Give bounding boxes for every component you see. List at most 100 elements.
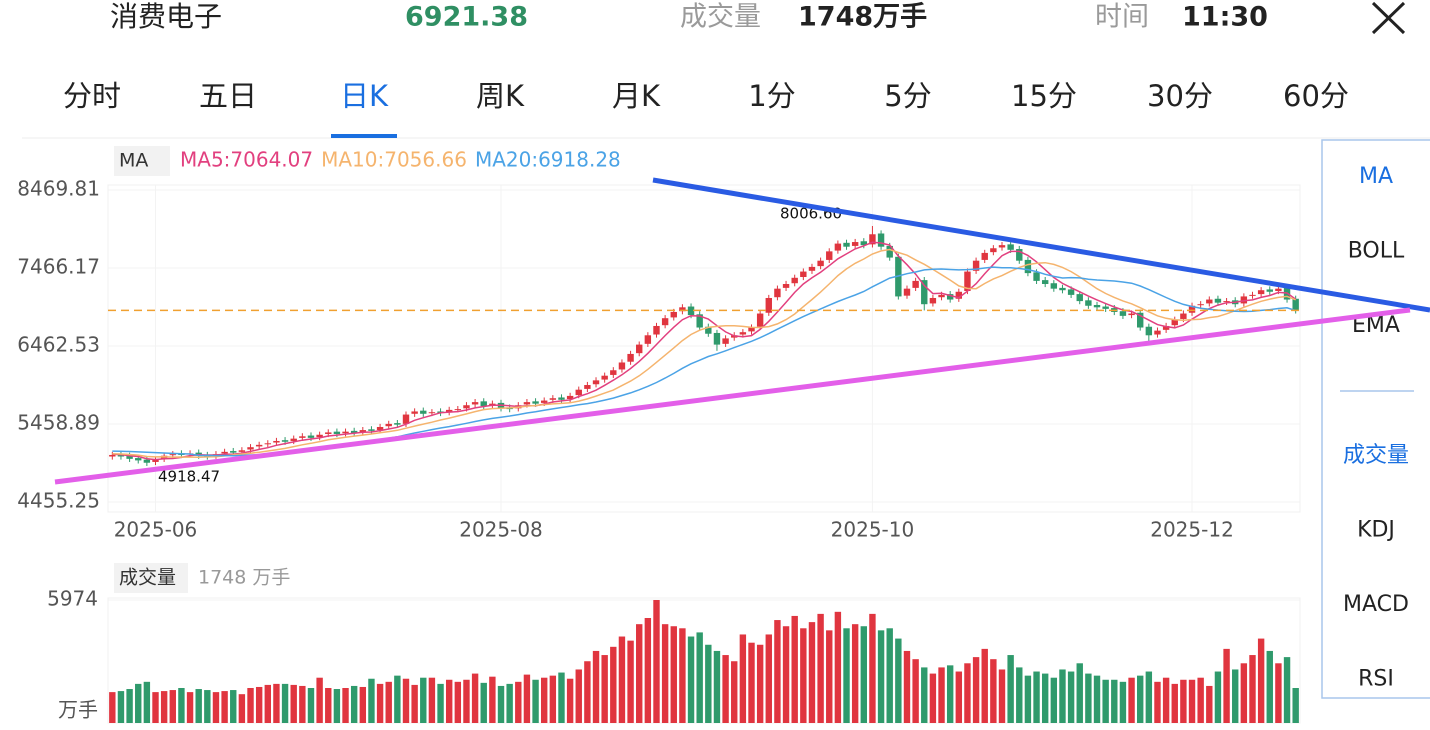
- candle-body: [782, 284, 790, 288]
- candle-body: [1050, 283, 1058, 289]
- volume-bar: [1093, 675, 1101, 723]
- candle-body: [230, 451, 237, 453]
- candle-body: [877, 233, 885, 247]
- price-plot-frame: [107, 184, 1301, 513]
- volume-bar: [532, 679, 539, 723]
- candle-body: [1128, 313, 1135, 316]
- tab[interactable]: 周K: [476, 79, 525, 113]
- volume-bar: [299, 685, 306, 723]
- volume-bar: [143, 681, 151, 723]
- volume-bar: [705, 644, 712, 723]
- volume-bar: [394, 675, 401, 723]
- volume-bar: [739, 634, 747, 723]
- volume-bar: [506, 683, 513, 723]
- volume-bar: [420, 677, 427, 723]
- tab[interactable]: 五日: [199, 79, 257, 113]
- candle-body: [774, 288, 781, 298]
- volume-bar: [454, 681, 462, 723]
- candle-body: [1197, 304, 1204, 306]
- volume-bar: [1041, 673, 1049, 723]
- indicator-option[interactable]: 成交量: [1343, 443, 1409, 468]
- volume-bar: [817, 613, 824, 723]
- candle-body: [687, 306, 695, 316]
- volume-bar: [791, 615, 798, 723]
- volume-bar: [230, 690, 237, 723]
- candle-body: [1154, 330, 1161, 335]
- volume-bar: [575, 669, 582, 723]
- candle-body: [903, 288, 911, 296]
- legend-entry: MA20:6918.28: [475, 148, 621, 172]
- tab[interactable]: 分时: [63, 79, 121, 113]
- close-button[interactable]: [1371, 1, 1406, 35]
- y-tick-label: 7466.17: [17, 254, 100, 278]
- candle-body: [1016, 249, 1023, 261]
- volume-bar: [661, 624, 669, 723]
- indicator-option[interactable]: MACD: [1343, 592, 1409, 617]
- indicator-option[interactable]: RSI: [1358, 667, 1394, 692]
- candle-body: [1214, 298, 1222, 303]
- volume-bar: [204, 690, 211, 723]
- tab[interactable]: 日K: [340, 79, 389, 113]
- volume-bar: [851, 624, 859, 723]
- volume-bar: [696, 632, 703, 723]
- tab[interactable]: 月K: [612, 79, 661, 113]
- tab[interactable]: 5分: [884, 79, 931, 113]
- volume-bar: [800, 628, 807, 723]
- indicator-option[interactable]: KDJ: [1357, 518, 1395, 543]
- indicator-option[interactable]: BOLL: [1348, 239, 1405, 264]
- tab[interactable]: 1分: [748, 79, 795, 113]
- volume-bar: [212, 692, 220, 723]
- volume-bar: [566, 678, 574, 723]
- volume-bar: [549, 675, 557, 723]
- candle-body: [333, 431, 341, 434]
- volume-bar: [687, 636, 695, 723]
- volume-bar: [1085, 673, 1092, 723]
- x-tick-label: 2025-10: [831, 518, 915, 542]
- candle-body: [834, 243, 842, 251]
- volume-bar: [316, 677, 323, 723]
- trend-line: [652, 177, 1430, 313]
- candle-body: [998, 245, 1006, 248]
- volume-bar: [411, 684, 418, 723]
- candle-body: [1102, 306, 1109, 309]
- candle-body: [938, 294, 945, 298]
- y-tick-label: 8469.81: [17, 176, 100, 200]
- candle-body: [126, 455, 133, 459]
- legend-entry: MA10:7056.66: [321, 148, 467, 172]
- legend-box: MA: [119, 150, 148, 172]
- candle-body: [636, 344, 643, 354]
- indicator-option[interactable]: MA: [1359, 164, 1393, 189]
- volume-bar: [955, 671, 963, 723]
- volume-bar: [126, 689, 133, 723]
- volume-bar: [886, 628, 893, 723]
- volume-subtitle: 1748 万手: [198, 567, 290, 589]
- candle-body: [929, 297, 937, 304]
- tab[interactable]: 60分: [1283, 79, 1349, 113]
- candle-body: [1266, 289, 1273, 292]
- candle-body: [886, 245, 893, 258]
- stock-name: 消费电子: [110, 0, 222, 33]
- volume-bar: [869, 613, 876, 723]
- volume-bar: [195, 689, 202, 723]
- candle-body: [376, 426, 384, 431]
- candle-body: [1162, 325, 1170, 330]
- volume-bar: [946, 665, 954, 723]
- candle-body: [990, 248, 997, 253]
- tab[interactable]: 30分: [1147, 79, 1213, 113]
- volume-bar: [109, 692, 116, 723]
- volume-bar: [1154, 681, 1161, 723]
- volume-bar: [1128, 677, 1135, 723]
- volume-bar: [756, 644, 764, 723]
- volume-bar: [774, 620, 781, 723]
- indicator-panel: [1321, 139, 1430, 699]
- x-tick-label: 2025-08: [459, 518, 543, 542]
- candle-body: [653, 325, 660, 335]
- tab[interactable]: 15分: [1011, 79, 1077, 113]
- candle-body: [523, 402, 531, 405]
- volume-bar: [981, 648, 988, 723]
- volume-bar: [921, 667, 928, 723]
- volume-bar: [169, 690, 176, 723]
- candle-body: [1067, 289, 1075, 295]
- candle-body: [385, 423, 392, 427]
- volume-bar: [445, 679, 453, 723]
